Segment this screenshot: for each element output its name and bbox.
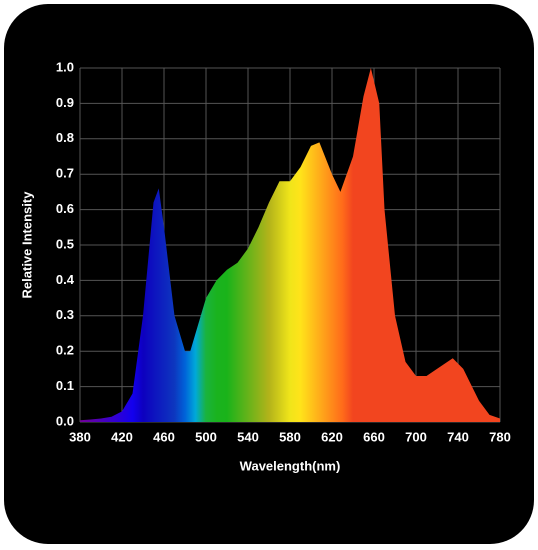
x-tick-label: 500 bbox=[195, 429, 217, 444]
x-tick-label: 540 bbox=[237, 429, 259, 444]
x-tick-label: 740 bbox=[447, 429, 469, 444]
y-tick-label: 1.0 bbox=[56, 59, 74, 74]
y-tick-label: 0.2 bbox=[56, 343, 74, 358]
y-tick-label: 0.7 bbox=[56, 166, 74, 181]
x-tick-label: 580 bbox=[279, 429, 301, 444]
y-tick-label: 0.0 bbox=[56, 413, 74, 428]
x-tick-label: 700 bbox=[405, 429, 427, 444]
x-tick-label: 380 bbox=[69, 429, 91, 444]
y-axis-label: Relative Intensity bbox=[19, 191, 34, 299]
spectrum-area bbox=[80, 68, 500, 422]
x-tick-label: 660 bbox=[363, 429, 385, 444]
x-tick-label: 620 bbox=[321, 429, 343, 444]
y-tick-label: 0.1 bbox=[56, 378, 74, 393]
y-tick-label: 0.3 bbox=[56, 307, 74, 322]
y-tick-label: 0.8 bbox=[56, 130, 74, 145]
x-tick-label: 460 bbox=[153, 429, 175, 444]
x-tick-label: 780 bbox=[489, 429, 511, 444]
y-tick-label: 0.6 bbox=[56, 201, 74, 216]
x-tick-label: 420 bbox=[111, 429, 133, 444]
y-tick-label: 0.4 bbox=[56, 272, 75, 287]
x-axis-label: Wavelength(nm) bbox=[240, 458, 341, 473]
y-tick-label: 0.9 bbox=[56, 95, 74, 110]
y-tick-label: 0.5 bbox=[56, 236, 74, 251]
